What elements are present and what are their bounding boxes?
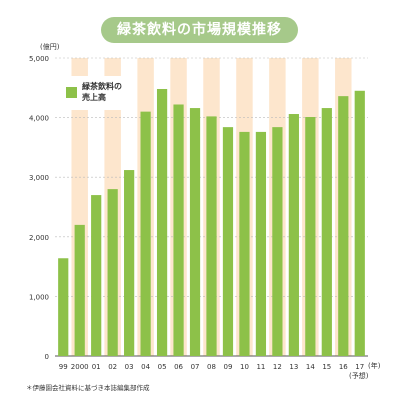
- x-tick-13: 13: [289, 363, 298, 371]
- x-tick-12: 12: [273, 363, 282, 371]
- bar-13: [288, 114, 299, 356]
- x-tick-04: 04: [141, 363, 150, 371]
- bar-03: [124, 170, 135, 356]
- legend-label-line2: 売上高: [82, 92, 106, 102]
- bars: [58, 88, 365, 357]
- x-tick-17: 17: [355, 363, 364, 371]
- x-tick-07: 07: [191, 363, 200, 371]
- x-tick-14: 14: [306, 363, 315, 371]
- bar-07: [189, 108, 201, 357]
- bar-16: [338, 96, 349, 357]
- x-tick-02: 02: [108, 363, 117, 371]
- y-tick-3: 3,000: [29, 174, 49, 182]
- x-tick-10: 10: [240, 363, 249, 371]
- x-tick-16: 16: [339, 363, 348, 371]
- bar-01: [91, 195, 102, 356]
- x-tick-01: 01: [92, 363, 101, 371]
- bar-05: [156, 88, 168, 356]
- forecast-note: (予想): [349, 372, 369, 380]
- y-tick-5: 5,000: [29, 55, 49, 63]
- bar-10: [239, 131, 250, 356]
- y-tick-0: 0: [45, 353, 49, 361]
- y-tick-1: 1,000: [29, 293, 49, 301]
- y-tick-labels: 0 1,000 2,000 3,000 4,000 5,000: [29, 55, 49, 361]
- bar-12: [272, 127, 283, 356]
- bar-08: [206, 116, 217, 357]
- y-tick-4: 4,000: [29, 115, 49, 123]
- y-tick-2: 2,000: [29, 234, 49, 242]
- bar-2000: [74, 224, 85, 356]
- x-tick-03: 03: [125, 363, 134, 371]
- bar-17: [354, 90, 365, 356]
- bar-11: [255, 131, 267, 356]
- source-note: ＊伊藤園会社資料に基づき本誌編集部作成: [26, 384, 150, 392]
- x-tick-05: 05: [158, 363, 167, 371]
- x-tick-08: 08: [207, 363, 216, 371]
- legend: 緑茶飲料の 売上高: [60, 76, 135, 110]
- x-tick-06: 06: [174, 363, 183, 371]
- bar-15: [321, 108, 332, 357]
- x-tick-11: 11: [256, 363, 265, 371]
- bar-02: [107, 189, 118, 356]
- chart-title: 緑茶飲料の市場規模推移: [101, 17, 298, 43]
- x-axis-unit-label: (年): [368, 362, 381, 370]
- x-tick-15: 15: [322, 363, 331, 371]
- bar-06: [173, 104, 184, 356]
- x-tick-labels: 99 2000 01 02 03 04 05 06 07 08 09 10 11 12 13 14 15 16 17: [59, 363, 364, 371]
- bar-14: [305, 117, 316, 356]
- x-tick-2000: 2000: [71, 363, 89, 371]
- bar-99: [58, 258, 69, 356]
- x-tick-09: 09: [224, 363, 233, 371]
- legend-label-line1: 緑茶飲料の: [82, 81, 122, 91]
- legend-swatch: [66, 87, 77, 98]
- bar-09: [222, 127, 234, 356]
- x-tick-99: 99: [59, 363, 68, 371]
- bar-04: [140, 111, 151, 356]
- y-axis-unit-label: (億円): [40, 43, 60, 51]
